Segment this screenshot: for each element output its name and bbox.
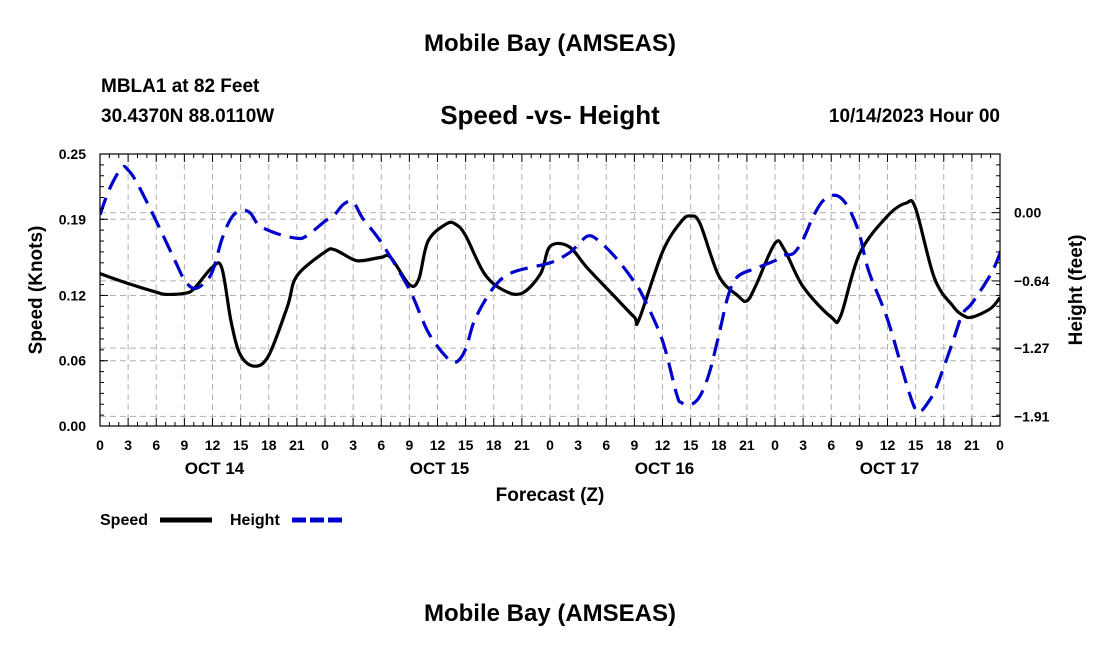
x-tick-label: 9	[855, 437, 863, 453]
x-tick-label: 3	[124, 437, 132, 453]
x-tick-label: 0	[321, 437, 329, 453]
x-tick-label: 6	[152, 437, 160, 453]
x-tick-label: 12	[880, 437, 896, 453]
plot-frame	[99, 153, 1001, 427]
x-tick-label: 21	[289, 437, 305, 453]
x-tick-label: 3	[349, 437, 357, 453]
x-tick-label: 6	[377, 437, 385, 453]
x-tick-label: 21	[964, 437, 980, 453]
x-tick-label: 18	[486, 437, 502, 453]
x-tick-label: 12	[430, 437, 446, 453]
station-label: MBLA1 at 82 Feet	[101, 76, 260, 97]
x-tick-label: 12	[655, 437, 671, 453]
x-tick-label: 12	[205, 437, 221, 453]
y-left-tick-label: 0.00	[59, 418, 86, 434]
y-left-tick-label: 0.19	[59, 211, 86, 227]
y-left-tick-label: 0.12	[59, 287, 86, 303]
speed-legend-label: Speed	[100, 512, 148, 529]
height-series-line	[100, 164, 1000, 415]
x-tick-label: 9	[405, 437, 413, 453]
x-day-label: OCT 17	[860, 459, 920, 478]
x-tick-label: 15	[683, 437, 699, 453]
y-right-tick-label: −1.27	[1014, 340, 1050, 356]
station-coordinates: 30.4370N 88.0110W	[101, 106, 275, 127]
x-tick-label: 6	[827, 437, 835, 453]
x-axis-title: Forecast (Z)	[496, 485, 605, 506]
y-left-tick-label: 0.25	[59, 146, 86, 162]
y-right-tick-label: 0.00	[1014, 205, 1041, 221]
legend-layer: Speed Height	[100, 512, 344, 529]
x-tick-label: 6	[602, 437, 610, 453]
y-right-tick-label: −0.64	[1014, 273, 1050, 289]
x-day-label: OCT 16	[635, 459, 695, 478]
x-tick-label: 15	[458, 437, 474, 453]
y-left-tick-label: 0.06	[59, 353, 86, 369]
series-layer	[100, 164, 1000, 415]
x-tick-label: 0	[546, 437, 554, 453]
x-tick-label: 9	[630, 437, 638, 453]
x-tick-label: 18	[936, 437, 952, 453]
x-day-label: OCT 14	[185, 459, 245, 478]
x-tick-label: 9	[180, 437, 188, 453]
x-tick-label: 18	[711, 437, 727, 453]
x-tick-label: 21	[514, 437, 530, 453]
grid-layer	[100, 154, 1000, 426]
chart-subtitle: Speed -vs- Height	[440, 100, 660, 130]
x-day-label: OCT 15	[410, 459, 470, 478]
repeated-chart-title: Mobile Bay (AMSEAS)	[423, 600, 677, 627]
speed-series-line	[100, 198, 1000, 368]
y-left-axis-title: Speed (Knots)	[26, 226, 47, 355]
x-tick-label: 0	[96, 437, 104, 453]
y-right-tick-label: −1.91	[1014, 408, 1050, 424]
x-tick-label: 15	[233, 437, 249, 453]
x-tick-label: 15	[908, 437, 924, 453]
x-tick-label: 18	[261, 437, 277, 453]
chart-main-title: Mobile Bay (AMSEAS)	[423, 30, 677, 57]
y-right-axis-title: Height (feet)	[1066, 235, 1087, 346]
axis-layer: 0 3 6 9 12 15 18 21 0 3 6 9 12 15 18 21 0 3 6 9 12 15 18 21 0 3 6 9…	[26, 146, 1087, 506]
x-tick-label: 3	[799, 437, 807, 453]
height-legend-label: Height	[230, 512, 280, 529]
x-tick-label: 0	[771, 437, 779, 453]
x-tick-label: 3	[574, 437, 582, 453]
x-tick-label: 21	[739, 437, 755, 453]
forecast-datetime: 10/14/2023 Hour 00	[828, 106, 1000, 127]
x-tick-label: 0	[996, 437, 1004, 453]
